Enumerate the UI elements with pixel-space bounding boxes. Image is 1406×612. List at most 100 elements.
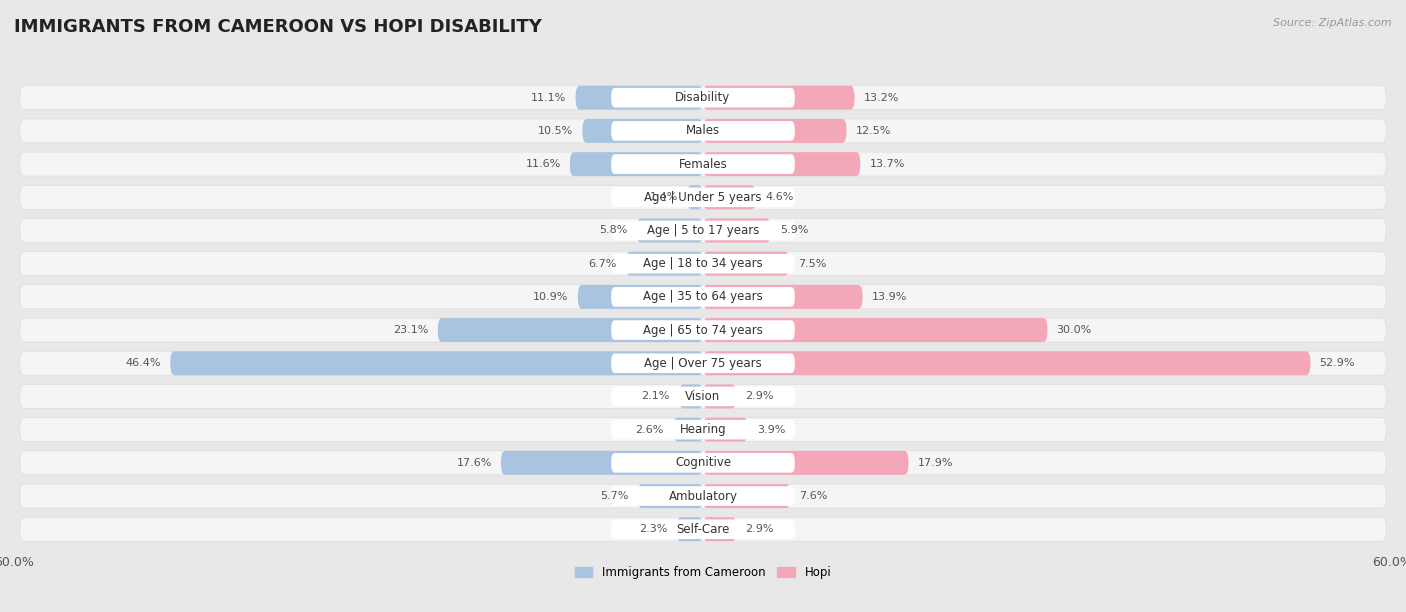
- Text: 11.1%: 11.1%: [531, 92, 567, 103]
- FancyBboxPatch shape: [20, 451, 1386, 475]
- Text: 10.5%: 10.5%: [538, 126, 574, 136]
- Text: 13.9%: 13.9%: [872, 292, 907, 302]
- FancyBboxPatch shape: [20, 252, 1386, 275]
- Text: Age | 65 to 74 years: Age | 65 to 74 years: [643, 324, 763, 337]
- FancyBboxPatch shape: [703, 484, 790, 508]
- FancyBboxPatch shape: [612, 154, 794, 174]
- Text: Age | 5 to 17 years: Age | 5 to 17 years: [647, 224, 759, 237]
- FancyBboxPatch shape: [688, 185, 703, 209]
- FancyBboxPatch shape: [703, 517, 737, 541]
- Text: 17.9%: 17.9%: [918, 458, 953, 468]
- FancyBboxPatch shape: [703, 285, 863, 309]
- Text: 52.9%: 52.9%: [1320, 358, 1355, 368]
- Text: Age | 35 to 64 years: Age | 35 to 64 years: [643, 290, 763, 304]
- FancyBboxPatch shape: [20, 517, 1386, 541]
- FancyBboxPatch shape: [20, 218, 1386, 242]
- Text: 30.0%: 30.0%: [1057, 325, 1092, 335]
- FancyBboxPatch shape: [676, 517, 703, 541]
- FancyBboxPatch shape: [703, 451, 908, 475]
- FancyBboxPatch shape: [612, 453, 794, 472]
- FancyBboxPatch shape: [20, 119, 1386, 143]
- Text: Hearing: Hearing: [679, 423, 727, 436]
- FancyBboxPatch shape: [612, 221, 794, 241]
- FancyBboxPatch shape: [626, 252, 703, 275]
- Text: Age | 18 to 34 years: Age | 18 to 34 years: [643, 257, 763, 270]
- Text: 17.6%: 17.6%: [457, 458, 492, 468]
- Text: 10.9%: 10.9%: [533, 292, 568, 302]
- FancyBboxPatch shape: [703, 384, 737, 408]
- FancyBboxPatch shape: [703, 86, 855, 110]
- Text: Ambulatory: Ambulatory: [668, 490, 738, 502]
- FancyBboxPatch shape: [703, 418, 748, 442]
- Text: Source: ZipAtlas.com: Source: ZipAtlas.com: [1274, 18, 1392, 28]
- Text: 2.1%: 2.1%: [641, 392, 669, 401]
- Text: IMMIGRANTS FROM CAMEROON VS HOPI DISABILITY: IMMIGRANTS FROM CAMEROON VS HOPI DISABIL…: [14, 18, 541, 36]
- FancyBboxPatch shape: [437, 318, 703, 342]
- FancyBboxPatch shape: [575, 86, 703, 110]
- Text: Vision: Vision: [685, 390, 721, 403]
- FancyBboxPatch shape: [20, 351, 1386, 375]
- Text: 5.9%: 5.9%: [780, 225, 808, 236]
- FancyBboxPatch shape: [582, 119, 703, 143]
- Text: Females: Females: [679, 158, 727, 171]
- FancyBboxPatch shape: [20, 484, 1386, 508]
- Text: 2.3%: 2.3%: [640, 524, 668, 534]
- FancyBboxPatch shape: [612, 520, 794, 539]
- FancyBboxPatch shape: [20, 152, 1386, 176]
- FancyBboxPatch shape: [612, 121, 794, 141]
- FancyBboxPatch shape: [612, 287, 794, 307]
- Text: 46.4%: 46.4%: [125, 358, 162, 368]
- Text: 2.6%: 2.6%: [636, 425, 664, 435]
- Legend: Immigrants from Cameroon, Hopi: Immigrants from Cameroon, Hopi: [569, 562, 837, 584]
- FancyBboxPatch shape: [637, 218, 703, 242]
- Text: Cognitive: Cognitive: [675, 457, 731, 469]
- Text: Self-Care: Self-Care: [676, 523, 730, 536]
- Text: 13.2%: 13.2%: [863, 92, 898, 103]
- FancyBboxPatch shape: [612, 387, 794, 406]
- Text: Age | Over 75 years: Age | Over 75 years: [644, 357, 762, 370]
- Text: 1.4%: 1.4%: [650, 192, 678, 203]
- Text: Disability: Disability: [675, 91, 731, 104]
- Text: 7.6%: 7.6%: [800, 491, 828, 501]
- FancyBboxPatch shape: [703, 351, 1310, 375]
- FancyBboxPatch shape: [612, 254, 794, 274]
- Text: 7.5%: 7.5%: [799, 259, 827, 269]
- FancyBboxPatch shape: [703, 218, 770, 242]
- FancyBboxPatch shape: [578, 285, 703, 309]
- FancyBboxPatch shape: [612, 88, 794, 108]
- Text: Males: Males: [686, 124, 720, 138]
- FancyBboxPatch shape: [703, 185, 756, 209]
- FancyBboxPatch shape: [20, 285, 1386, 309]
- FancyBboxPatch shape: [703, 119, 846, 143]
- FancyBboxPatch shape: [612, 320, 794, 340]
- FancyBboxPatch shape: [703, 318, 1047, 342]
- Text: 12.5%: 12.5%: [856, 126, 891, 136]
- FancyBboxPatch shape: [170, 351, 703, 375]
- FancyBboxPatch shape: [637, 484, 703, 508]
- FancyBboxPatch shape: [703, 252, 789, 275]
- FancyBboxPatch shape: [20, 86, 1386, 110]
- FancyBboxPatch shape: [612, 354, 794, 373]
- Text: 23.1%: 23.1%: [394, 325, 429, 335]
- FancyBboxPatch shape: [569, 152, 703, 176]
- FancyBboxPatch shape: [501, 451, 703, 475]
- FancyBboxPatch shape: [20, 318, 1386, 342]
- FancyBboxPatch shape: [679, 384, 703, 408]
- FancyBboxPatch shape: [20, 384, 1386, 408]
- FancyBboxPatch shape: [20, 185, 1386, 209]
- Text: 4.6%: 4.6%: [765, 192, 793, 203]
- Text: 2.9%: 2.9%: [745, 524, 773, 534]
- Text: 2.9%: 2.9%: [745, 392, 773, 401]
- Text: 11.6%: 11.6%: [526, 159, 561, 169]
- Text: 6.7%: 6.7%: [589, 259, 617, 269]
- FancyBboxPatch shape: [612, 420, 794, 439]
- Text: 5.8%: 5.8%: [599, 225, 627, 236]
- Text: Age | Under 5 years: Age | Under 5 years: [644, 191, 762, 204]
- Text: 5.7%: 5.7%: [600, 491, 628, 501]
- FancyBboxPatch shape: [612, 486, 794, 506]
- FancyBboxPatch shape: [20, 418, 1386, 442]
- FancyBboxPatch shape: [612, 187, 794, 207]
- Text: 3.9%: 3.9%: [756, 425, 786, 435]
- FancyBboxPatch shape: [673, 418, 703, 442]
- Text: 13.7%: 13.7%: [869, 159, 905, 169]
